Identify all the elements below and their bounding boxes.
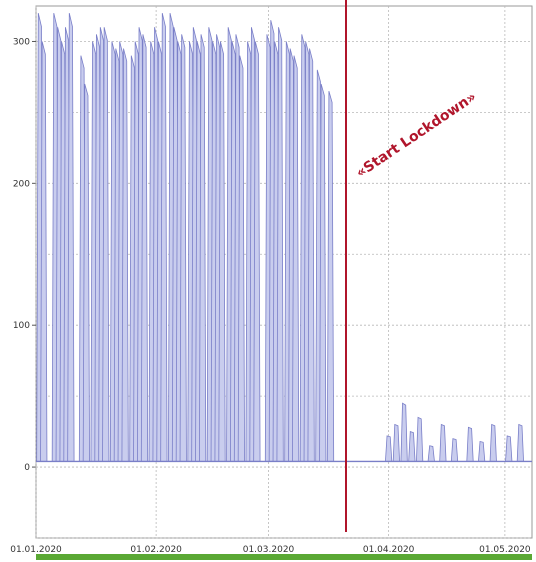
x-tick-label: 01.02.2020 [130,545,182,555]
x-tick-label: 01.04.2020 [363,545,415,555]
x-tick-label: 01.03.2020 [243,545,295,555]
x-tick-label: 01.01.2020 [10,545,62,555]
time-range-bar [36,554,532,560]
y-tick-label: 0 [24,463,30,473]
x-tick-label: 01.05.2020 [479,545,531,555]
y-tick-label: 100 [13,321,30,331]
y-tick-label: 300 [13,37,30,47]
y-tick-label: 200 [13,179,30,189]
